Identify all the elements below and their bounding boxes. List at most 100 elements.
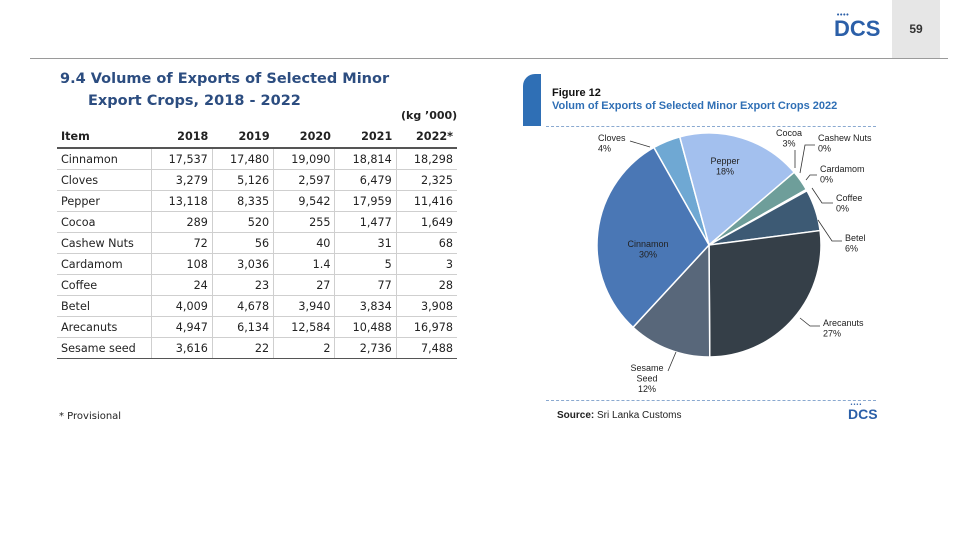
table-cell: 56 — [211, 232, 274, 254]
table-cell: 40 — [273, 232, 335, 254]
table-row: Coffee 24 23 27 77 28 — [57, 274, 457, 296]
pie-label-cocoa: Cocoa 3% — [776, 128, 802, 149]
exports-table: Item 2018 2019 2020 2021 2022* Cinnamon 1… — [57, 125, 457, 359]
figure-accent-bar — [523, 74, 541, 126]
table-cell: 28 — [395, 274, 457, 296]
dcs-logo: •••• DCS — [834, 11, 881, 44]
row-label: Pepper — [57, 190, 151, 212]
col-header: Item — [57, 125, 151, 149]
table-cell: 19,090 — [273, 148, 335, 170]
table-cell: 255 — [273, 211, 335, 233]
leader-line — [667, 351, 677, 372]
table-cell: 17,537 — [150, 148, 213, 170]
header-divider — [30, 58, 948, 59]
table-cell: 2 — [273, 337, 335, 359]
logo-dots: •••• — [836, 11, 849, 19]
table-row: Cinnamon 17,537 17,480 19,090 18,814 18,298 — [57, 148, 457, 170]
table-cell: 520 — [211, 211, 274, 233]
table-cell: 9,542 — [273, 190, 335, 212]
row-label: Sesame seed — [57, 337, 151, 359]
table-cell: 2,597 — [273, 169, 335, 191]
row-label: Cashew Nuts — [57, 232, 151, 254]
table-cell: 18,298 — [395, 148, 457, 170]
pie-slice-pepper — [678, 132, 796, 247]
section-title-line2: Export Crops, 2018 - 2022 — [88, 93, 301, 109]
pie-label-cashew-nuts: Cashew Nuts 0% — [818, 133, 872, 154]
table-row: Cloves 3,279 5,126 2,597 6,479 2,325 — [57, 169, 457, 191]
table-row: Cardamom 108 3,036 1.4 5 3 — [57, 253, 457, 275]
leader-line — [629, 140, 651, 148]
section-title-line1: 9.4 Volume of Exports of Selected Minor — [60, 71, 390, 87]
table-cell: 3,036 — [211, 253, 274, 275]
row-label: Cloves — [57, 169, 151, 191]
figure-bottom-divider — [546, 400, 876, 401]
table-cell: 22 — [211, 337, 274, 359]
row-label: Cinnamon — [57, 148, 151, 170]
pie-label-arecanuts: Arecanuts 27% — [823, 318, 864, 339]
table-cell: 3,940 — [273, 295, 335, 317]
table-cell: 4,009 — [150, 295, 213, 317]
table-cell: 23 — [211, 274, 274, 296]
table-header-row: Item 2018 2019 2020 2021 2022* — [57, 125, 457, 149]
leader-line — [799, 317, 820, 327]
pie-slice-arecanuts — [708, 229, 822, 358]
section-title: 9.4 Volume of Exports of Selected Minor … — [60, 68, 389, 112]
table-cell: 1,649 — [395, 211, 457, 233]
leader-line — [805, 174, 817, 181]
leader-line — [799, 144, 815, 174]
figure-source: Source: Sri Lanka Customs — [557, 410, 682, 421]
figure-top-divider — [546, 126, 876, 127]
logo-small-dots: •••• — [850, 402, 862, 408]
table-cell: 27 — [273, 274, 335, 296]
footnote: * Provisional — [59, 411, 122, 422]
pie-label-sesame-seed: Sesame Seed 12% — [630, 363, 663, 394]
table-cell: 17,959 — [334, 190, 397, 212]
table-cell: 6,134 — [211, 316, 274, 338]
table-cell: 68 — [395, 232, 457, 254]
pie-label-pepper: Pepper 18% — [710, 156, 739, 177]
table-cell: 16,978 — [395, 316, 457, 338]
table-cell: 3,908 — [395, 295, 457, 317]
table-cell: 77 — [334, 274, 397, 296]
table-cell: 1,477 — [334, 211, 397, 233]
table-row: Cashew Nuts 72 56 40 31 68 — [57, 232, 457, 254]
table-cell: 31 — [334, 232, 397, 254]
table-cell: 8,335 — [211, 190, 274, 212]
row-label: Cardamom — [57, 253, 151, 275]
table-row: Pepper 13,118 8,335 9,542 17,959 11,416 — [57, 190, 457, 212]
table-cell: 2,325 — [395, 169, 457, 191]
pie-label-betel: Betel 6% — [845, 233, 866, 254]
figure-title: Volum of Exports of Selected Minor Expor… — [552, 100, 838, 112]
table-cell: 18,814 — [334, 148, 397, 170]
pie-label-coffee: Coffee 0% — [836, 193, 862, 214]
pie-slice-cinnamon — [596, 146, 710, 329]
table-cell: 3,279 — [150, 169, 213, 191]
table-cell: 3,834 — [334, 295, 397, 317]
source-label: Source: — [557, 410, 595, 421]
table-row: Cocoa 289 520 255 1,477 1,649 — [57, 211, 457, 233]
pie-label-cinnamon: Cinnamon 30% — [627, 239, 668, 260]
logo-text: DCS — [834, 16, 881, 41]
table-cell: 6,479 — [334, 169, 397, 191]
table-cell: 5 — [334, 253, 397, 275]
pie-slice-sesame-seed — [631, 243, 711, 358]
table-cell: 72 — [150, 232, 213, 254]
row-label: Arecanuts — [57, 316, 151, 338]
pie-label-cardamom: Cardamom 0% — [820, 164, 865, 185]
col-header: 2021 — [334, 125, 397, 149]
unit-label: (kg ’000) — [401, 109, 458, 122]
col-header: 2018 — [151, 125, 213, 149]
table-row: Betel 4,009 4,678 3,940 3,834 3,908 — [57, 295, 457, 317]
table-cell: 1.4 — [273, 253, 335, 275]
col-header: 2019 — [212, 125, 274, 149]
table-cell: 289 — [150, 211, 213, 233]
table-cell: 2,736 — [334, 337, 397, 359]
table-cell: 108 — [150, 253, 213, 275]
table-cell: 3 — [395, 253, 457, 275]
table-cell: 17,480 — [211, 148, 274, 170]
table-row: Sesame seed 3,616 22 2 2,736 7,488 — [57, 337, 457, 359]
table-cell: 4,947 — [150, 316, 213, 338]
table-row: Arecanuts 4,947 6,134 12,584 10,488 16,978 — [57, 316, 457, 338]
pie-label-cloves: Cloves 4% — [598, 133, 626, 154]
